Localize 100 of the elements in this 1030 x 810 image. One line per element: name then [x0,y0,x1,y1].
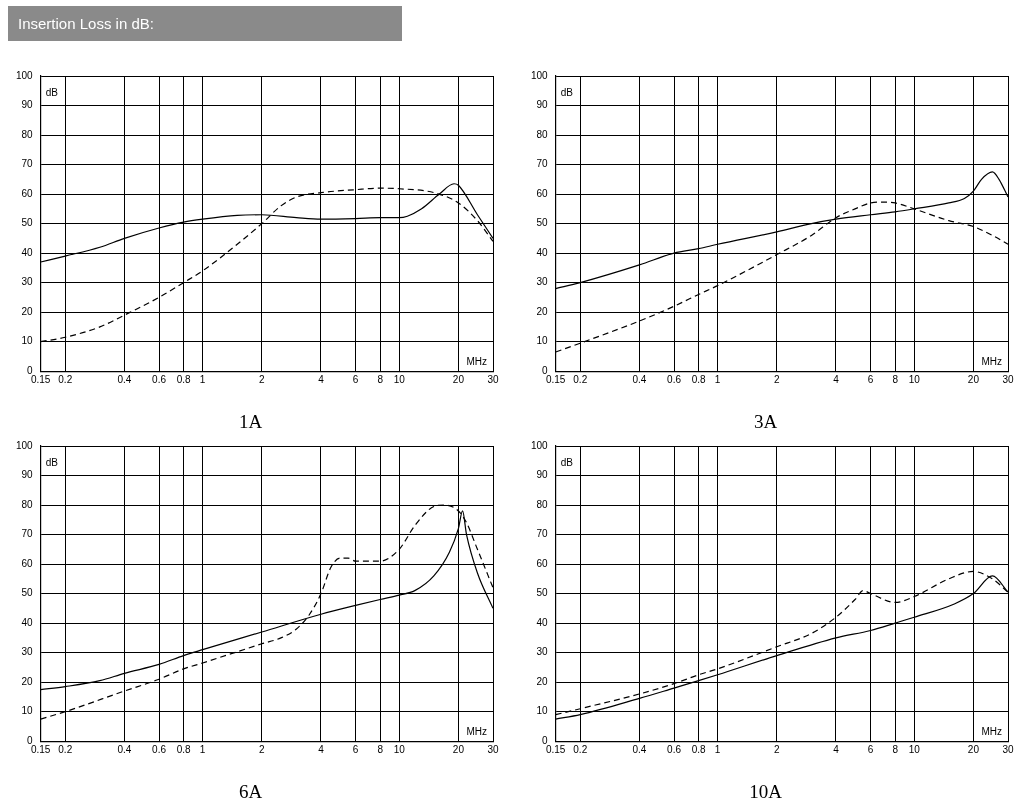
x-tick-label: 20 [967,373,980,385]
y-tick-label: 40 [536,616,549,628]
text: 6A [238,780,263,802]
y-tick-label: 90 [21,99,34,111]
y-tick-label: 80 [536,498,549,510]
y-tick-label: 10 [21,335,34,347]
y-tick-label: 30 [536,276,549,288]
x-tick-label: 30 [487,373,499,385]
x-tick-label: 0.8 [691,743,706,755]
y-tick-label: 70 [536,528,549,540]
x-tick-label: 0.4 [117,373,132,385]
y-tick-label: 10 [536,335,549,347]
x-tick-label: 0.8 [176,743,191,755]
x-tick-label: 30 [487,743,499,755]
y-tick-label: 20 [536,675,549,687]
y-tick-label: 0 [27,734,34,746]
y-axis-title: dB [560,86,574,98]
x-tick-label: 0.4 [632,743,647,755]
y-tick-label: 80 [21,498,34,510]
y-tick-label: 50 [536,217,549,229]
x-axis-title: MHz [981,725,1002,737]
y-tick-label: 100 [531,69,549,81]
x-tick-label: 2 [259,743,266,755]
x-tick-label: 0.4 [632,373,647,385]
y-axis-title: dB [45,86,59,98]
y-tick-label: 0 [542,734,549,746]
x-tick-label: 0.6 [667,743,682,755]
y-tick-label: 40 [21,616,34,628]
text: 1A [238,410,263,432]
y-tick-label: 100 [531,439,549,451]
x-tick-label: 8 [892,743,899,755]
y-tick-label: 60 [21,187,34,199]
x-tick-label: 6 [867,373,874,385]
x-tick-label: 30 [1002,373,1014,385]
x-tick-label: 0.6 [152,373,167,385]
y-tick-label: 0 [27,364,34,376]
x-tick-label: 2 [259,373,266,385]
x-tick-label: 4 [318,743,325,755]
y-tick-label: 100 [16,439,34,451]
y-tick-label: 30 [21,276,34,288]
text: 10A [749,780,783,802]
y-tick-label: 60 [536,557,549,569]
x-tick-label: 0.2 [58,373,73,385]
x-tick-label: 8 [377,743,384,755]
y-tick-label: 50 [21,217,34,229]
x-tick-label: 0.6 [667,373,682,385]
y-tick-label: 60 [536,187,549,199]
x-axis-title: MHz [466,725,487,737]
y-tick-label: 30 [21,646,34,658]
x-tick-label: 10 [393,743,406,755]
x-tick-label: 6 [867,743,874,755]
x-tick-label: 8 [377,373,384,385]
y-tick-label: 50 [21,587,34,599]
y-tick-label: 0 [542,364,549,376]
x-tick-label: 0.2 [573,373,588,385]
x-tick-label: 1 [199,373,206,385]
x-tick-label: 0.4 [117,743,132,755]
x-tick-label: 0.15 [30,743,51,755]
y-tick-label: 30 [536,646,549,658]
x-tick-label: 20 [452,373,465,385]
x-tick-label: 4 [833,373,840,385]
x-tick-label: 1 [714,743,721,755]
y-tick-label: 70 [21,528,34,540]
x-tick-label: 2 [774,743,781,755]
y-tick-label: 60 [21,557,34,569]
x-tick-label: 20 [452,743,465,755]
x-tick-label: 30 [1002,743,1014,755]
x-tick-label: 0.6 [152,743,167,755]
y-axis-title: dB [560,456,574,468]
x-tick-label: 0.15 [30,373,51,385]
text: 3A [753,410,778,432]
y-tick-label: 90 [21,469,34,481]
x-tick-label: 10 [908,743,921,755]
x-tick-label: 6 [352,743,359,755]
y-tick-label: 10 [21,705,34,717]
y-tick-label: 10 [536,705,549,717]
x-tick-label: 0.15 [545,743,566,755]
x-tick-label: 4 [318,373,325,385]
text: Insertion Loss in dB: [18,15,154,32]
x-tick-label: 1 [199,743,206,755]
x-tick-label: 0.15 [545,373,566,385]
y-tick-label: 20 [21,675,34,687]
x-tick-label: 1 [714,373,721,385]
x-tick-label: 10 [908,373,921,385]
x-tick-label: 0.2 [58,743,73,755]
x-tick-label: 2 [774,373,781,385]
y-axis-title: dB [45,456,59,468]
x-tick-label: 0.8 [691,373,706,385]
y-tick-label: 40 [536,246,549,258]
x-tick-label: 8 [892,373,899,385]
x-tick-label: 10 [393,373,406,385]
y-tick-label: 90 [536,99,549,111]
x-tick-label: 0.2 [573,743,588,755]
x-tick-label: 20 [967,743,980,755]
y-tick-label: 80 [536,128,549,140]
y-tick-label: 70 [21,158,34,170]
x-axis-title: MHz [981,355,1002,367]
y-tick-label: 70 [536,158,549,170]
y-tick-label: 80 [21,128,34,140]
x-axis-title: MHz [466,355,487,367]
